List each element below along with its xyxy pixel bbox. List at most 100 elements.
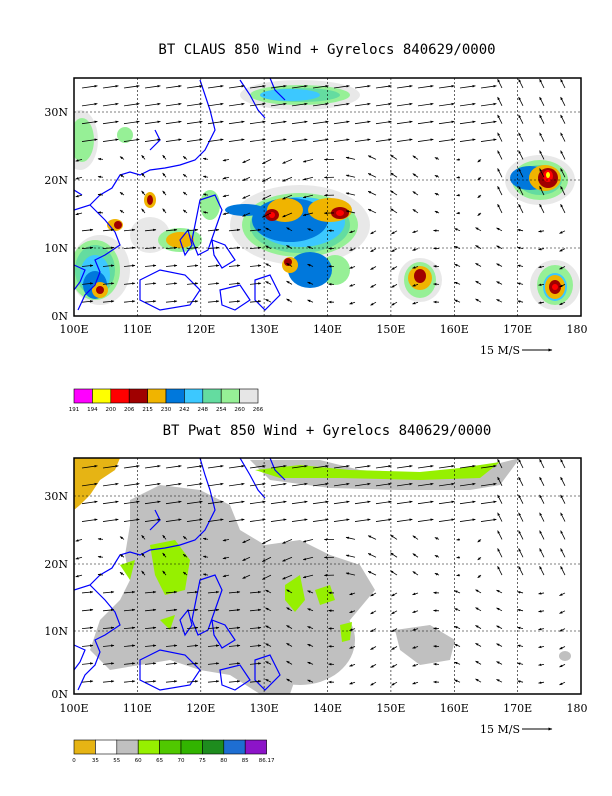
wind-vector — [413, 593, 419, 595]
wind-vector — [397, 466, 412, 468]
wind-vector — [476, 643, 482, 646]
wind-vector — [497, 661, 503, 664]
wind-vector — [163, 191, 166, 195]
wind-vector — [561, 566, 565, 575]
wind-vector — [334, 122, 349, 124]
wind-vector — [481, 139, 496, 141]
wind-vector — [166, 663, 177, 664]
wind-vector — [478, 177, 481, 180]
wind-vector — [478, 575, 481, 578]
wind-vector — [282, 159, 292, 163]
panel-2-y-axis: 0N 10N 20N 30N — [44, 490, 68, 701]
wind-vector — [540, 79, 544, 88]
wind-vector — [262, 177, 271, 181]
wind-vector — [497, 626, 503, 629]
wind-vector — [481, 86, 496, 88]
wind-vector — [455, 626, 461, 628]
wind-vector — [163, 209, 166, 213]
x-tick-label: 150E — [376, 702, 405, 715]
wind-vector — [166, 484, 181, 486]
wind-vector — [392, 664, 398, 667]
colorbar-label: 230 — [161, 407, 172, 413]
wind-vector — [250, 283, 261, 284]
wind-vector — [540, 566, 544, 575]
wind-vector — [439, 122, 454, 124]
colorbar-swatch — [221, 389, 239, 403]
wind-vector — [439, 104, 454, 106]
wind-vector — [476, 228, 482, 231]
wind-vector — [540, 477, 544, 486]
wind-vector — [497, 608, 503, 611]
wind-vector — [481, 122, 496, 124]
panel-1-y-axis: 0N 10N 20N 30N — [44, 106, 68, 323]
wind-vector — [498, 186, 502, 195]
wind-vector — [250, 502, 265, 504]
wind-vector — [560, 611, 566, 614]
wind-vector — [142, 155, 145, 159]
wind-vector — [498, 566, 502, 575]
wind-vector — [208, 681, 219, 682]
wind-vector — [208, 86, 223, 88]
wind-vector — [183, 210, 187, 213]
wind-vector — [82, 592, 93, 593]
wind-vector — [413, 156, 418, 160]
wind-vector — [518, 301, 524, 302]
wind-vector — [435, 158, 439, 160]
wind-vector — [145, 283, 156, 284]
wind-vector — [390, 209, 397, 213]
wind-vector — [561, 513, 565, 522]
panel-1-title: BT CLAUS 850 Wind + Gyrelocs 840629/0000 — [158, 42, 495, 58]
wind-vector — [561, 548, 565, 557]
wind-vector — [82, 86, 97, 88]
colorbar-swatch — [245, 740, 266, 754]
wind-vector — [518, 230, 524, 231]
wind-vector — [498, 133, 502, 142]
wind-vector — [497, 679, 503, 682]
wind-vector — [540, 133, 544, 142]
wind-vector — [498, 115, 502, 124]
colorbar-swatch — [203, 389, 221, 403]
wind-vector — [498, 168, 502, 177]
wind-vector — [266, 299, 272, 302]
wind-vector — [376, 104, 391, 106]
wind-vector — [250, 301, 261, 302]
wind-vector — [355, 519, 370, 521]
wind-vector — [223, 195, 229, 196]
wind-vector — [519, 477, 523, 486]
wind-vector — [455, 300, 461, 302]
wind-vector — [292, 122, 307, 124]
colorbar-swatch — [117, 740, 138, 754]
panel-1-fill-layer — [62, 78, 580, 310]
wind-vector — [368, 173, 376, 177]
wind-vector — [250, 484, 265, 486]
panel-2: BT Pwat 850 Wind + Gyrelocs 840629/0000 — [44, 423, 587, 764]
wind-vector — [560, 682, 566, 685]
wind-vector — [376, 122, 391, 124]
wind-vector — [334, 519, 349, 521]
wind-vector — [98, 574, 103, 575]
wind-vector — [346, 555, 355, 557]
wind-vector — [561, 97, 565, 106]
colorbar-label: 86.17 — [259, 758, 275, 764]
wind-vector — [481, 104, 496, 106]
wind-vector — [418, 466, 433, 468]
wind-vector — [561, 477, 565, 486]
wind-vector — [371, 664, 377, 667]
wind-vector — [376, 86, 391, 88]
wind-vector — [497, 281, 503, 284]
wind-vector — [145, 122, 160, 124]
wind-vector — [308, 300, 314, 302]
wind-vector — [208, 122, 223, 124]
wind-vector — [124, 86, 139, 88]
wind-vector — [145, 104, 160, 106]
wind-vector — [418, 86, 433, 88]
wind-vector — [229, 301, 240, 302]
wind-vector — [540, 548, 544, 557]
wind-vector — [103, 592, 114, 593]
wind-vector — [478, 213, 481, 216]
wind-vector — [390, 571, 397, 575]
wind-vector — [455, 680, 461, 682]
wind-vector — [166, 466, 181, 468]
wind-vector — [124, 301, 135, 302]
